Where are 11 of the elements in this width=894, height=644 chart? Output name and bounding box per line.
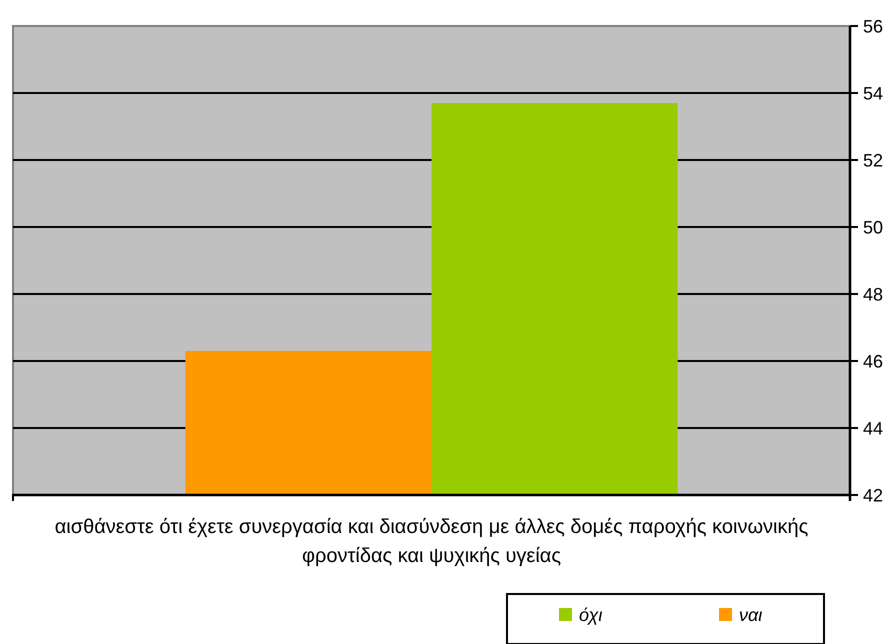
y-tick-label: 44 [863,418,884,438]
y-tick-label: 48 [863,284,884,304]
y-tick-label: 56 [863,16,884,36]
legend-label: ναι [739,605,762,625]
y-tick-label: 46 [863,351,884,372]
y-tick-label: 52 [863,150,884,170]
y-tick-label: 50 [863,217,884,238]
x-tick-label: αισθάνεστε ότι έχετε συνεργασία και διασύνδεση με άλλες δομές παροχής κοινωνικής φροντίδας και ψυχικής υγείας [54,516,809,567]
y-tick-label: 42 [863,485,884,506]
legend-label: όχι [579,605,602,625]
y-tick-label: 54 [863,83,884,104]
